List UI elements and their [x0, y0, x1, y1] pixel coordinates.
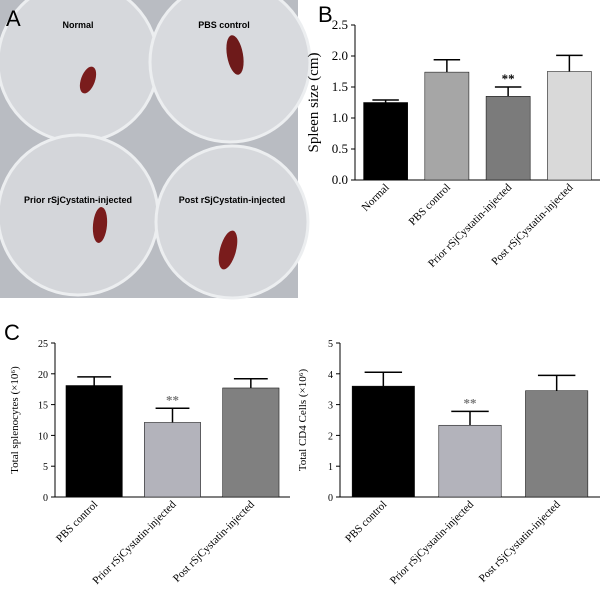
dish-label: Normal	[62, 20, 93, 30]
bar	[525, 390, 589, 498]
y-tick-label: 2.0	[332, 48, 348, 63]
bar	[547, 71, 592, 181]
x-tick-label: PBS control	[407, 182, 453, 228]
bar	[485, 96, 531, 181]
bar	[65, 385, 123, 498]
y-tick-label: 3	[328, 401, 333, 412]
significance-label: **	[166, 392, 179, 407]
y-tick-label: 20	[38, 370, 48, 381]
y-tick-label: 2	[328, 431, 333, 442]
x-tick-label: PBS control	[54, 499, 100, 545]
y-tick-label: 0.0	[332, 172, 348, 187]
bar	[144, 422, 201, 498]
y-axis-label: Total CD4 Cells (×10⁶)	[297, 368, 309, 471]
x-tick-label: Normal	[359, 182, 391, 214]
dish-label: PBS control	[198, 20, 250, 30]
significance-label: **	[502, 71, 515, 86]
dish	[148, 0, 312, 144]
significance-label: **	[464, 395, 477, 410]
bar	[438, 424, 502, 498]
x-tick-label: Post rSjCystatin-injected	[477, 498, 563, 584]
y-tick-label: 1	[328, 462, 333, 473]
y-axis-label: Total splenocytes (×10⁶)	[9, 366, 21, 474]
y-axis-label: Spleen size (cm)	[306, 53, 322, 153]
y-tick-label: 5	[43, 462, 48, 473]
y-tick-label: 0	[43, 493, 48, 504]
panel-label: C	[4, 320, 20, 345]
bar	[424, 71, 470, 181]
dish-label: Post rSjCystatin-injected	[179, 195, 286, 205]
y-tick-label: 0.5	[332, 141, 348, 156]
y-tick-label: 1.0	[332, 110, 348, 125]
x-tick-label: Post rSjCystatin-injected	[171, 498, 257, 584]
photo-panel: A Normal PBS control Prior rSjCystatin-i…	[0, 0, 312, 300]
bar	[363, 102, 408, 181]
spleen	[226, 35, 244, 75]
y-tick-label: 15	[38, 401, 48, 412]
panel-label: A	[6, 6, 21, 31]
panel-label: B	[318, 2, 333, 27]
spleen	[218, 230, 238, 270]
bar	[222, 387, 280, 498]
x-tick-label: PBS control	[343, 499, 389, 545]
y-tick-label: 10	[38, 431, 48, 442]
spleen	[79, 66, 97, 94]
spleen	[92, 207, 108, 243]
y-tick-label: 25	[38, 339, 48, 350]
y-tick-label: 1.5	[332, 79, 348, 94]
x-tick-label: Prior rSjCystatin-injected	[90, 498, 179, 587]
dish-label: Prior rSjCystatin-injected	[24, 195, 132, 205]
y-tick-label: 0	[328, 493, 333, 504]
y-tick-label: 2.5	[332, 17, 348, 32]
bar	[351, 385, 415, 498]
y-tick-label: 5	[328, 339, 333, 350]
dish	[0, 133, 160, 297]
y-tick-label: 4	[328, 370, 333, 381]
dish	[154, 144, 310, 300]
x-tick-label: Prior rSjCystatin-injected	[388, 498, 477, 587]
